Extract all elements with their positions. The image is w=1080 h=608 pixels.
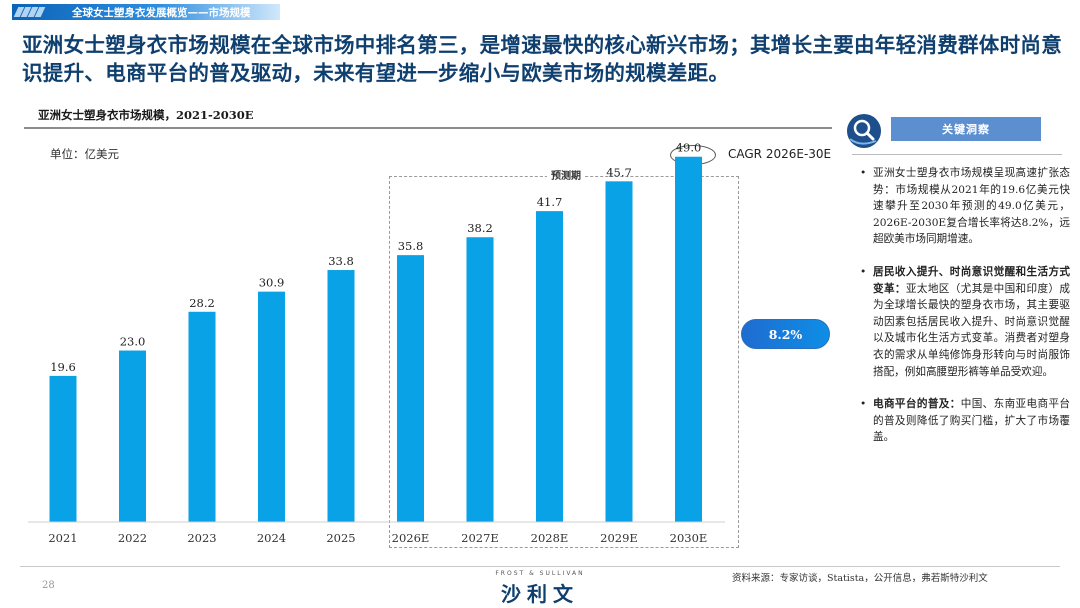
value-label: 23.0 [120,335,146,349]
unit-label: 单位：亿美元 [50,147,119,161]
value-label: 49.0 [676,141,702,155]
insights-list: 亚洲女士塑身衣市场规模呈现高速扩张态势：市场规模从2021年的19.6亿美元快速… [860,165,1070,462]
insight-item: 亚洲女士塑身衣市场规模呈现高速扩张态势：市场规模从2021年的19.6亿美元快速… [860,165,1070,248]
category-label: 2023 [187,531,216,545]
bar-2024 [258,291,285,522]
magnifier-icon [847,114,881,148]
bar-2030E [675,156,702,522]
bar-2028E [536,211,563,523]
insights-divider [852,154,1062,155]
page-headline: 亚洲女士塑身衣市场规模在全球市场中排名第三，是增速最快的核心新兴市场；其增长主要… [22,33,1062,85]
bar-2025 [327,270,355,522]
source-note: 资料来源：专家访谈，Statista，公开信息，弗若斯特沙利文 [732,573,988,584]
value-label: 33.8 [328,254,354,268]
bar-2023 [188,311,216,522]
value-label: 28.2 [189,296,215,310]
category-label: 2021 [48,531,77,545]
breadcrumb-banner: 全球女士塑身衣发展概览——市场规模 [12,4,280,20]
insights-header: 关键洞察 [891,117,1041,141]
value-label: 41.7 [537,195,563,209]
category-label: 2026E [392,531,430,545]
value-label: 45.7 [606,165,632,179]
value-label: 38.2 [467,221,493,235]
brand-logo-cn: 沙利文 [501,582,579,606]
insight-item: 电商平台的普及：中国、东南亚电商平台的普及则降低了购买门槛，扩大了市场覆盖。 [860,396,1070,446]
footer-divider [20,566,1060,567]
bar-2027E [466,237,494,522]
bar-2021 [49,375,77,522]
forecast-period-label: 预测期 [547,167,585,182]
category-label: 2022 [118,531,147,545]
category-label: 2027E [461,531,499,545]
brand-name-en: FROST & SULLIVAN [495,570,585,577]
insight-item: 居民收入提升、时尚意识觉醒和生活方式变革：亚太地区（尤其是中国和印度）成为全球增… [860,264,1070,380]
bar-2022 [119,350,146,522]
category-label: 2030E [670,531,708,545]
title-divider [24,127,832,129]
cagr-badge: 8.2% [741,319,830,349]
category-label: 2024 [257,531,286,545]
category-label: 2025 [326,531,355,545]
chart-title: 亚洲女士塑身衣市场规模，2021-2030E [38,108,254,122]
category-label: 2028E [531,531,569,545]
cagr-legend-label: CAGR 2026E-30E [728,147,832,161]
value-label: 19.6 [50,360,76,374]
bar-2029E [605,181,633,522]
breadcrumb: 全球女士塑身衣发展概览——市场规模 [72,6,251,19]
page-number: 28 [42,580,55,591]
value-label: 30.9 [259,276,285,290]
value-label: 35.8 [398,239,424,253]
category-label: 2029E [600,531,638,545]
bar-2026E [397,255,424,523]
